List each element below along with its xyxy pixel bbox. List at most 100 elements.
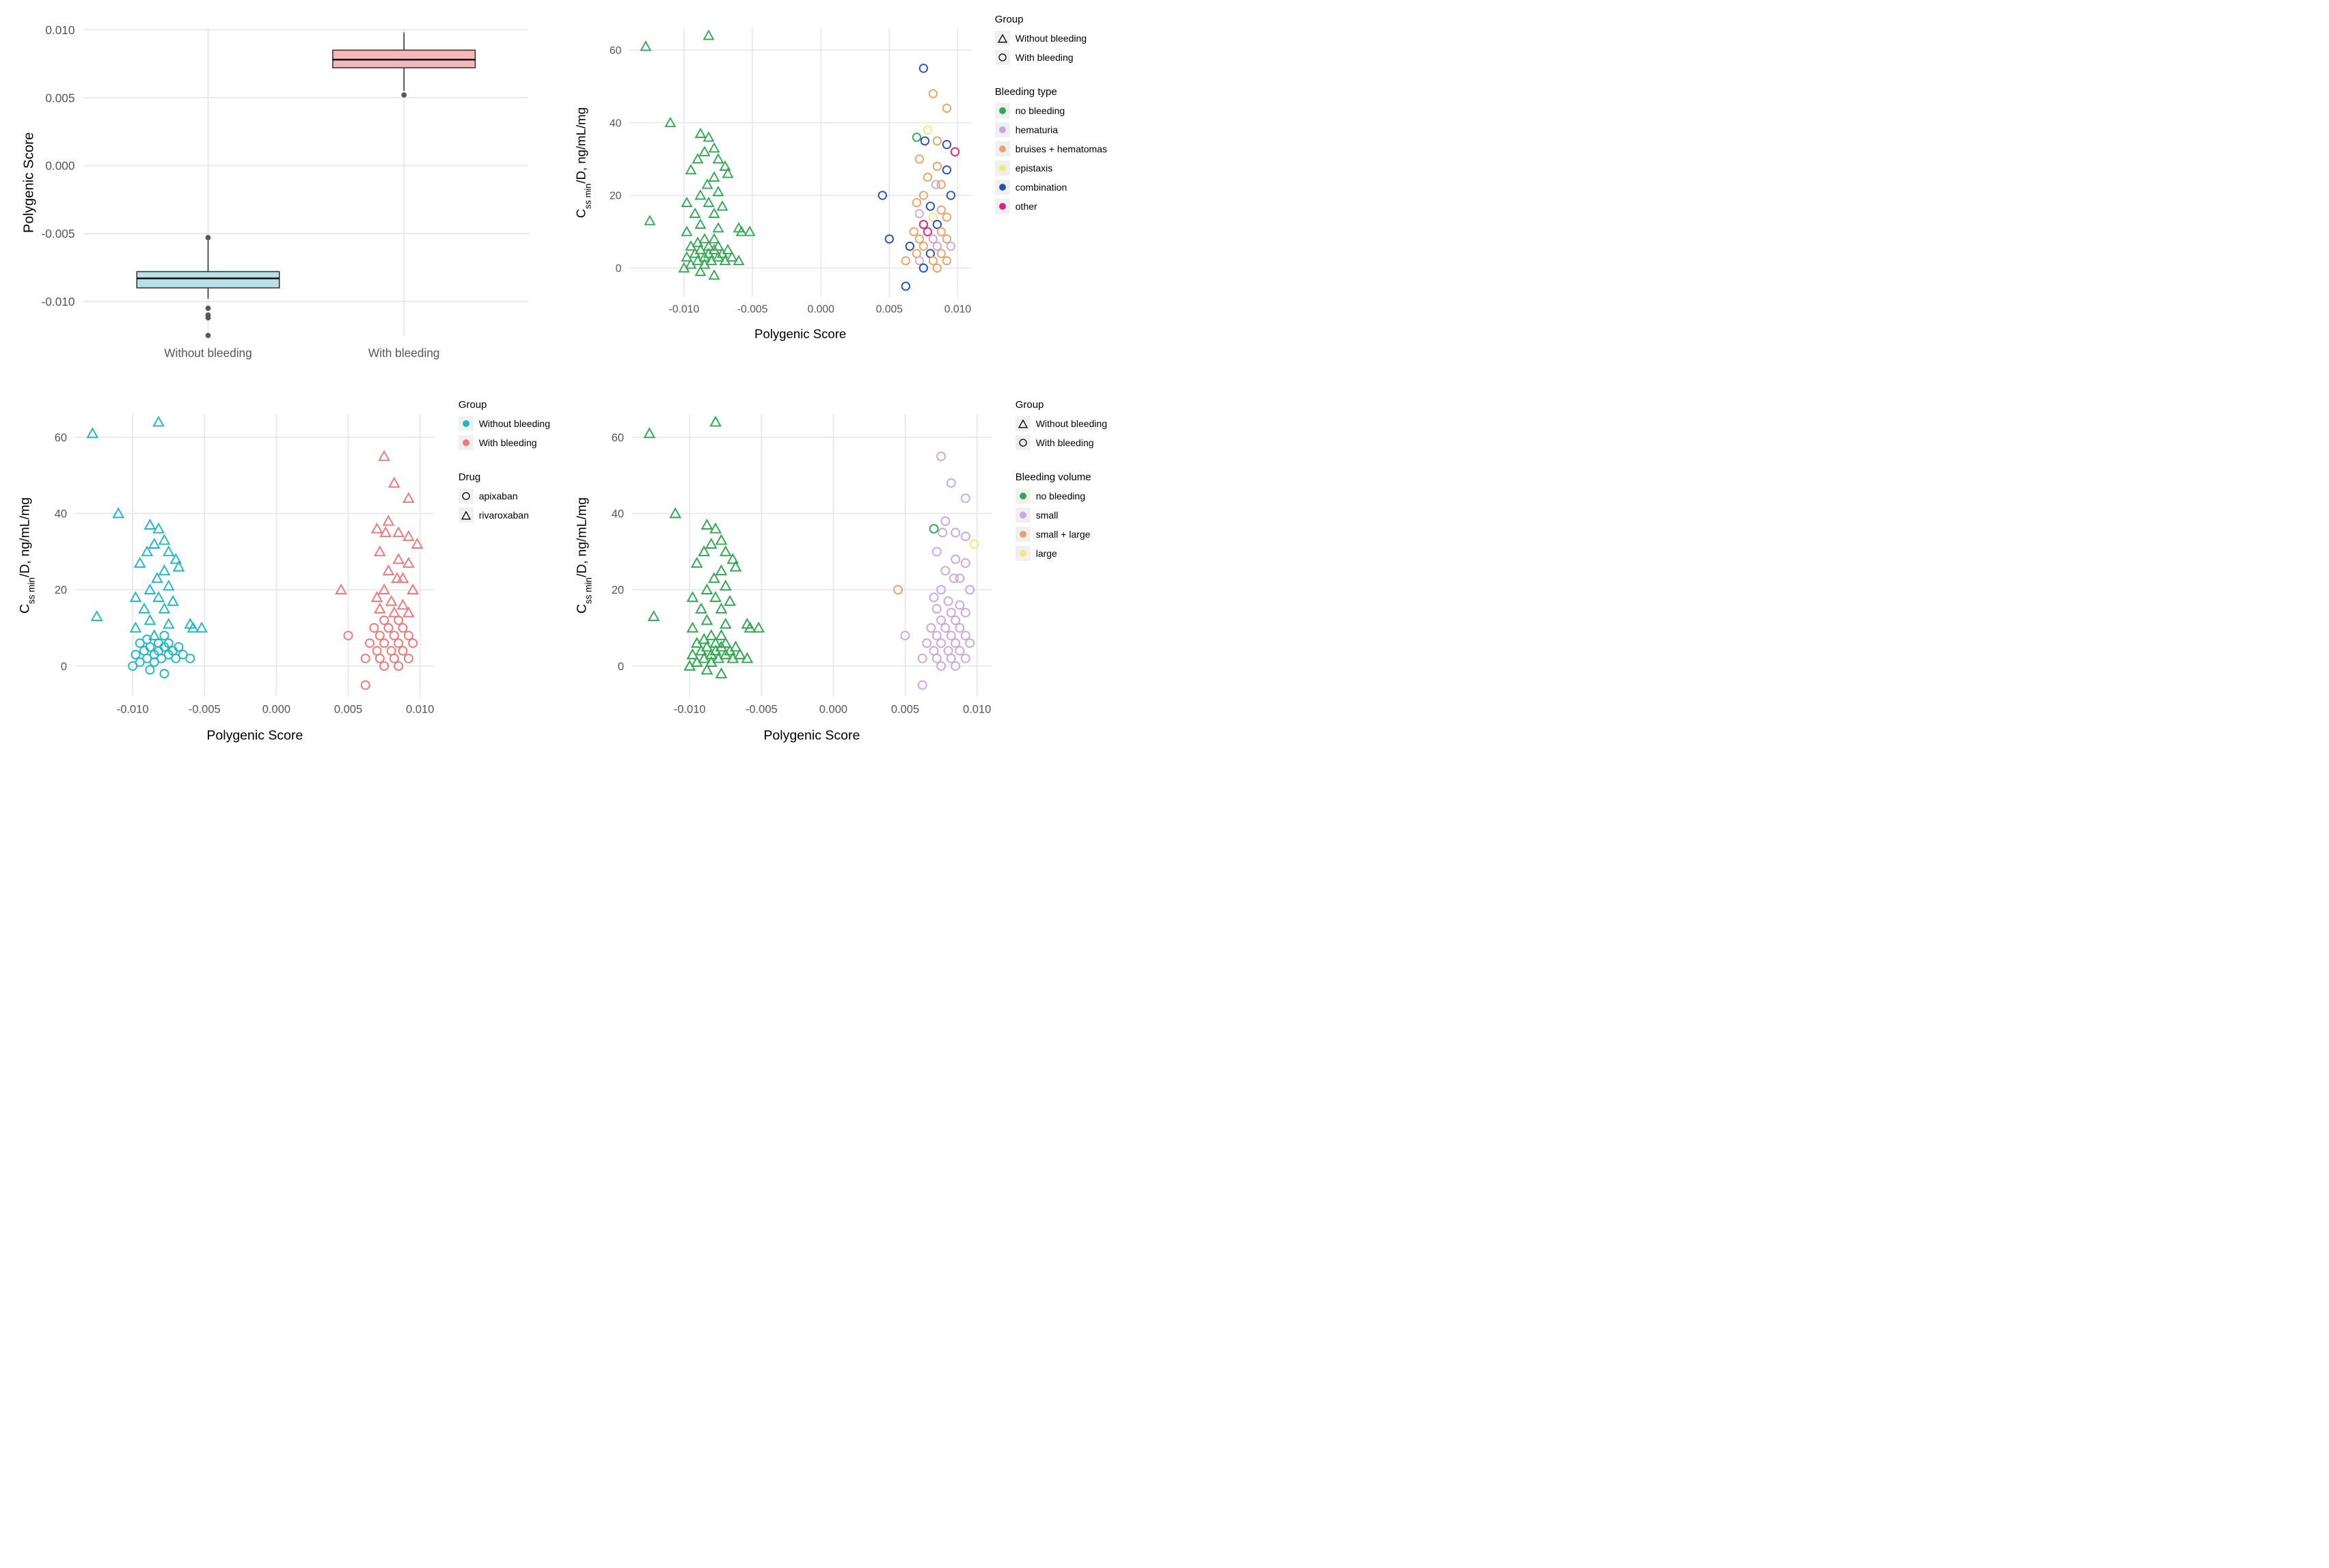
svg-text:-0.005: -0.005	[42, 227, 75, 240]
svg-text:-0.005: -0.005	[737, 304, 768, 316]
panel-scatter-drug: 0204060-0.010-0.0050.0000.0050.010Polyge…	[14, 399, 550, 764]
y-axis-label: Css min/D, ng/mL/mg	[575, 497, 594, 614]
svg-text:60: 60	[612, 432, 624, 444]
legend-label: small	[1036, 510, 1059, 521]
legend-label: epistaxis	[1016, 163, 1052, 174]
legend-item: no bleeding	[995, 103, 1107, 118]
marker-circle	[999, 54, 1006, 61]
legend-item: With bleeding	[995, 50, 1107, 65]
legend-drug: GroupWithout bleedingWith bleedingDrugap…	[445, 399, 550, 764]
legend-label: no bleeding	[1036, 491, 1085, 501]
marker-circle	[463, 439, 469, 446]
x-axis-label: Polygenic Score	[206, 728, 303, 743]
legend-item: no bleeding	[1016, 489, 1107, 504]
marker-triangle	[1019, 420, 1027, 428]
svg-text:40: 40	[612, 508, 624, 520]
legend-item: epistaxis	[995, 161, 1107, 176]
svg-text:-0.005: -0.005	[746, 703, 778, 715]
marker-circle	[999, 107, 1006, 114]
marker-circle	[1020, 531, 1026, 538]
marker-circle	[999, 184, 1006, 191]
legend-title: Group	[995, 14, 1107, 25]
marker-circle	[999, 146, 1006, 152]
svg-text:20: 20	[612, 584, 624, 596]
scatter-bleed-type-svg: 0 20 40 60 -0.010 -0.005 0.000 0.005 0.010 Polyge…	[571, 14, 981, 346]
legend-item: large	[1016, 546, 1107, 561]
legend-item: combination	[995, 180, 1107, 195]
marker-triangle	[998, 35, 1007, 42]
outlier-point	[206, 315, 211, 320]
svg-text:0.010: 0.010	[944, 304, 972, 316]
svg-text:0: 0	[616, 263, 622, 275]
legend-item: Without bleeding	[995, 31, 1107, 46]
legend-label: large	[1036, 548, 1057, 559]
marker-circle	[999, 203, 1006, 210]
panel-scatter-bleed-vol: 0204060-0.010-0.0050.0000.0050.010Polyge…	[571, 399, 1107, 764]
svg-text:-0.010: -0.010	[669, 304, 700, 316]
y-axis-label: Css min/D, ng/mL/mg	[573, 107, 593, 218]
legend-title: Group	[459, 399, 550, 411]
marker-circle	[1020, 512, 1026, 519]
x-axis-label: Polygenic Score	[763, 728, 860, 743]
scatter-drug-svg: 0204060-0.010-0.0050.0000.0050.010Polyge…	[14, 399, 445, 748]
svg-text:20: 20	[610, 191, 622, 202]
panel-scatter-bleed-type: 0 20 40 60 -0.010 -0.005 0.000 0.005 0.010 Polyge…	[571, 14, 1107, 379]
svg-text:20: 20	[55, 584, 67, 596]
marker-circle	[999, 165, 1006, 171]
boxplot-svg: -0.010-0.0050.0000.0050.010Without bleed…	[14, 14, 550, 379]
legend-item: apixaban	[459, 489, 550, 504]
legend-label: With bleeding	[1036, 437, 1094, 448]
x-axis-label: Polygenic Score	[754, 327, 846, 341]
legend-item: Without bleeding	[1016, 416, 1107, 431]
legend-label: hematuria	[1016, 124, 1058, 135]
y-axis-label: Css min/D, ng/mL/mg	[18, 497, 37, 614]
figure-grid: -0.010 -0.005 0.000 0.005 0.010 Without bleed…	[14, 14, 1107, 764]
marker-circle	[463, 420, 469, 427]
panel-boxplot: -0.010-0.0050.0000.0050.010Without bleed…	[14, 14, 550, 379]
legend-label: With bleeding	[1016, 52, 1074, 63]
svg-text:0.000: 0.000	[45, 159, 74, 173]
legend-item: With bleeding	[459, 435, 550, 450]
legend-item: hematuria	[995, 122, 1107, 137]
x-cat-label: Without bleeding	[164, 346, 252, 359]
svg-text:-0.010: -0.010	[117, 703, 149, 715]
svg-text:0.010: 0.010	[45, 23, 74, 37]
svg-text:40: 40	[55, 508, 67, 520]
legend-label: Without bleeding	[1036, 418, 1107, 429]
svg-text:60: 60	[610, 45, 622, 57]
svg-text:0: 0	[618, 661, 624, 673]
legend-title: Bleeding type	[995, 86, 1107, 98]
svg-text:0.000: 0.000	[262, 703, 290, 715]
svg-text:0.000: 0.000	[819, 703, 847, 715]
legend-label: small + large	[1036, 529, 1091, 540]
marker-circle	[1020, 550, 1026, 557]
legend-label: other	[1016, 201, 1037, 212]
legend-item: bruises + hematomas	[995, 141, 1107, 156]
legend-item: rivaroxaban	[459, 508, 550, 523]
legend-title: Bleeding volume	[1016, 471, 1107, 483]
outlier-point	[206, 305, 211, 311]
svg-text:0.005: 0.005	[334, 703, 362, 715]
legend-label: Without bleeding	[479, 418, 550, 429]
legend-item: small	[1016, 508, 1107, 523]
legend-bleed-vol: Group Without bleeding With bleeding Bleedi…	[1002, 399, 1107, 764]
svg-text:-0.005: -0.005	[189, 703, 221, 715]
legend-label: Without bleeding	[1016, 33, 1087, 44]
outlier-point	[206, 235, 211, 240]
scatter-bleed-vol-svg: 0204060-0.010-0.0050.0000.0050.010Polyge…	[571, 399, 1002, 748]
legend-label: combination	[1016, 182, 1067, 193]
legend-label: no bleeding	[1016, 105, 1065, 116]
legend-title: Group	[1016, 399, 1107, 411]
svg-text:0.005: 0.005	[891, 703, 919, 715]
marker-circle	[1020, 439, 1026, 446]
x-cat-label: With bleeding	[368, 346, 440, 359]
legend-label: With bleeding	[479, 437, 537, 448]
legend-label: apixaban	[479, 491, 518, 501]
outlier-point	[206, 333, 211, 338]
svg-text:-0.010: -0.010	[674, 703, 706, 715]
svg-text:0.000: 0.000	[807, 304, 834, 316]
svg-text:40: 40	[610, 118, 622, 129]
svg-text:60: 60	[55, 432, 67, 444]
marker-triangle	[462, 512, 470, 519]
svg-text:0.005: 0.005	[876, 304, 903, 316]
